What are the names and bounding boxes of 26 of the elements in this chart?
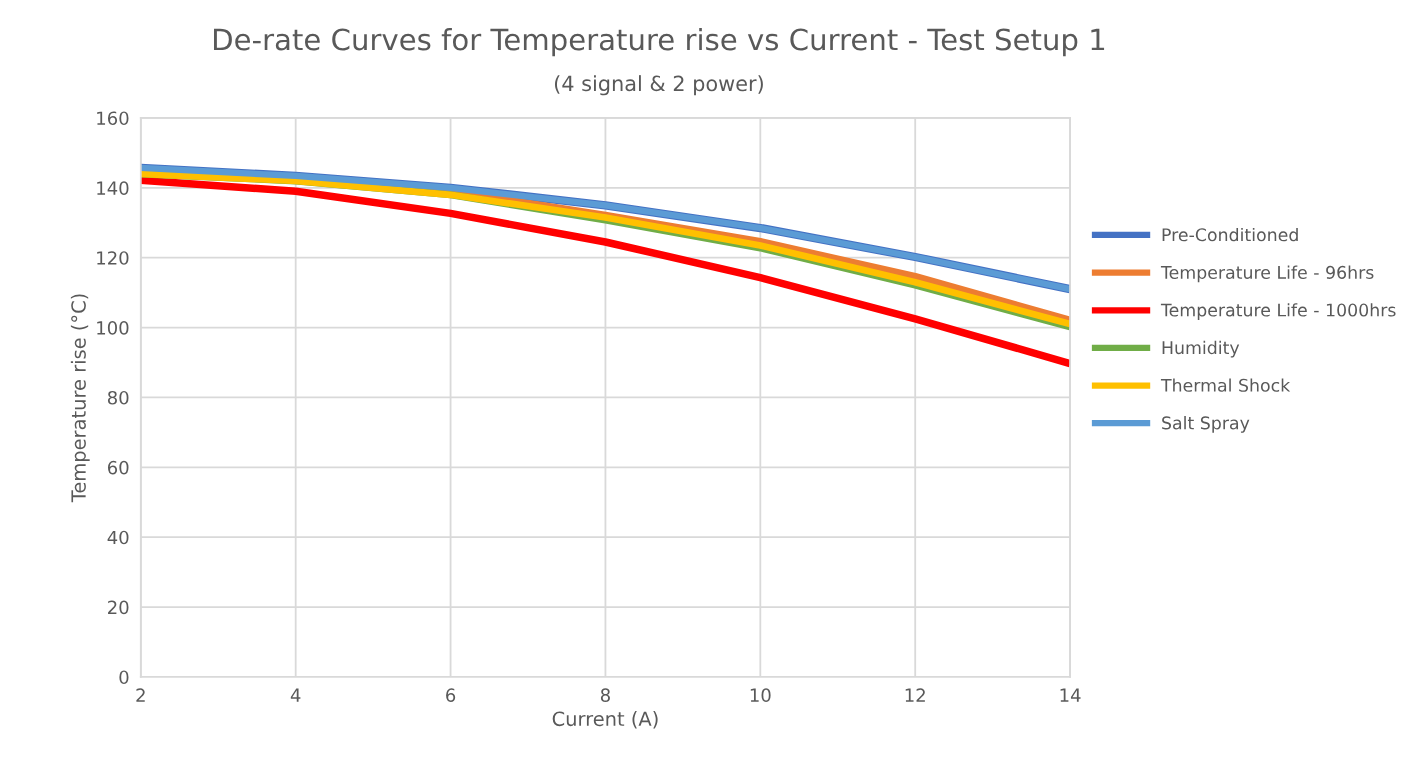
legend-label: Humidity [1162, 340, 1240, 358]
y-tick-label: 120 [97, 251, 129, 265]
y-tick-label: 160 [97, 111, 129, 126]
legend-label: Pre-Conditioned [1162, 227, 1298, 242]
x-tick-label: 6 [446, 688, 456, 703]
x-tick-label: 2 [136, 688, 145, 702]
x-tick-label: 8 [600, 688, 610, 703]
y-tick-label: 60 [107, 460, 129, 475]
y-tick-label: 100 [97, 321, 129, 335]
y-tick-label: 40 [107, 530, 129, 545]
legend-label: Thermal Shock [1160, 378, 1291, 392]
x-tick-label: 4 [290, 688, 301, 702]
x-tick-label: 12 [905, 688, 925, 702]
y-tick-label: 140 [97, 181, 129, 195]
y-tick-label: 20 [108, 600, 129, 615]
legend-label: Temperature Life - 1000hrs [1160, 303, 1396, 320]
y-axis-title: Temperature rise (°C) [70, 294, 90, 503]
legend-label: Temperature Life - 96hrs [1160, 265, 1374, 283]
y-tick-label: 0 [119, 670, 129, 685]
y-tick-label: 80 [107, 390, 129, 405]
x-tick-label: 14 [1060, 688, 1081, 702]
chart-title: De-rate Curves for Temperature rise vs Current - Test Setup 1 [214, 27, 1105, 57]
x-axis-title: Current (A) [552, 711, 658, 729]
x-tick-label: 10 [750, 688, 771, 703]
legend-label: Salt Spray [1162, 416, 1250, 433]
chart-subtitle: (4 signal & 2 power) [554, 75, 763, 96]
